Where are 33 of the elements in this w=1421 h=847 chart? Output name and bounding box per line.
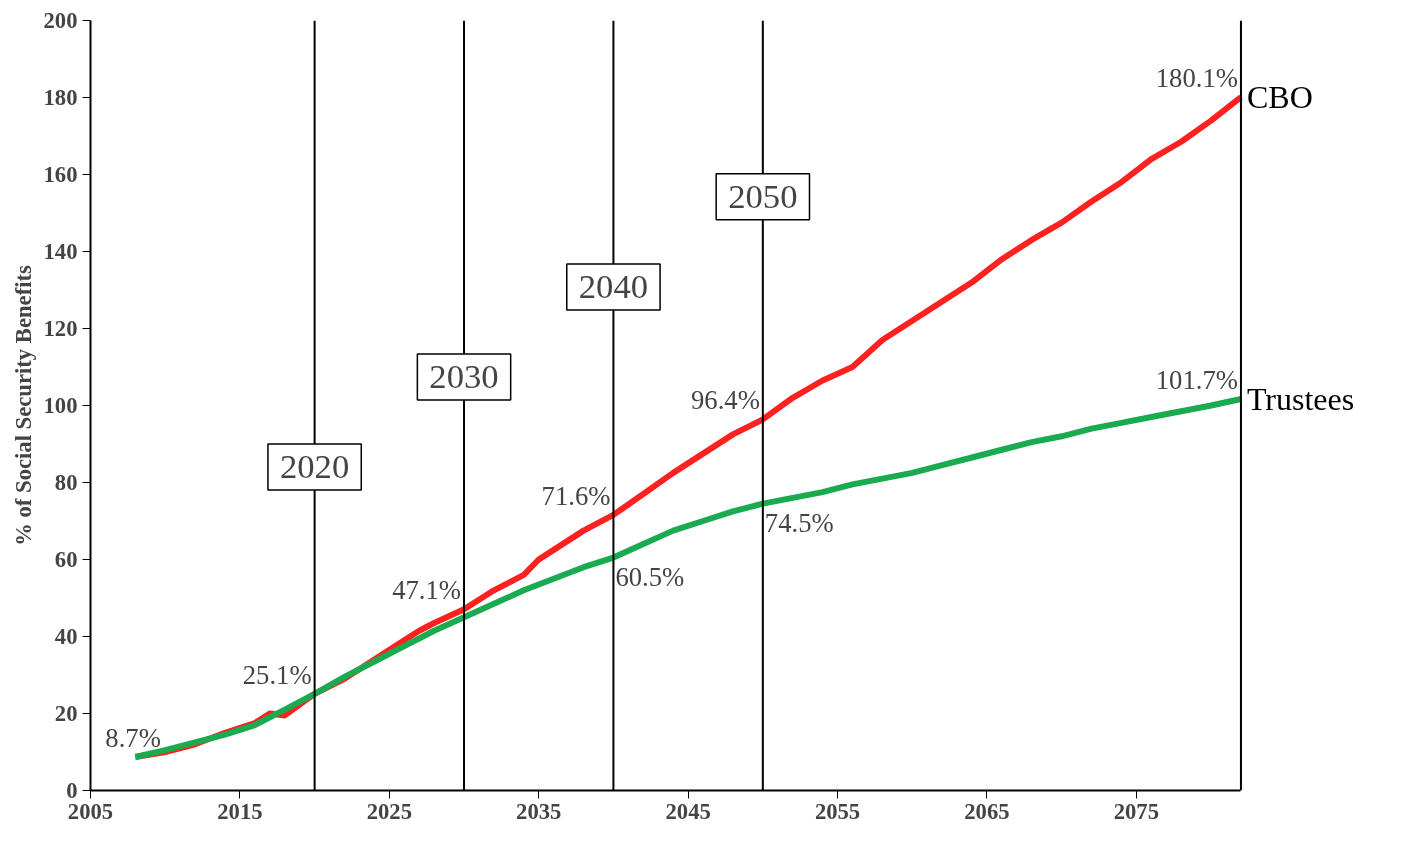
y-tick-label: 40 bbox=[54, 624, 78, 649]
y-tick-label: 140 bbox=[43, 239, 78, 264]
annotation: 96.4% bbox=[690, 385, 760, 416]
ref-line-label: 2040 bbox=[578, 266, 649, 305]
annotation: 8.7% bbox=[105, 723, 161, 754]
y-tick-label: 180 bbox=[43, 85, 78, 110]
annotation: 25.1% bbox=[242, 659, 312, 690]
y-tick-label: 20 bbox=[54, 701, 78, 726]
y-tick-label: 160 bbox=[43, 162, 78, 187]
annotation: 47.1% bbox=[392, 575, 462, 606]
x-tick-label: 2065 bbox=[964, 798, 1010, 824]
annotation: 180.1% bbox=[1155, 63, 1238, 94]
annotation: 101.7% bbox=[1155, 364, 1238, 395]
x-tick-label: 2035 bbox=[516, 798, 562, 824]
y-axis-title: % of Social Security Benefits bbox=[10, 264, 36, 546]
x-tick-label: 2045 bbox=[665, 798, 711, 824]
x-tick-label: 2015 bbox=[217, 798, 263, 824]
series-label: CBO bbox=[1246, 79, 1313, 116]
annotation: 71.6% bbox=[541, 480, 611, 511]
y-tick-label: 60 bbox=[54, 547, 78, 572]
ref-line-label: 2020 bbox=[279, 447, 350, 486]
x-tick-label: 2075 bbox=[1113, 798, 1160, 824]
series-label: Trustees bbox=[1246, 380, 1355, 417]
annotation: 74.5% bbox=[764, 507, 834, 538]
annotation: 60.5% bbox=[615, 561, 685, 592]
y-tick-label: 80 bbox=[54, 470, 78, 495]
ref-line-label: 2030 bbox=[429, 357, 499, 396]
y-tick-label: 200 bbox=[43, 8, 78, 33]
x-tick-label: 2025 bbox=[366, 798, 412, 824]
ref-line-label: 2050 bbox=[728, 176, 798, 215]
y-tick-label: 120 bbox=[43, 316, 78, 341]
y-tick-label: 100 bbox=[43, 393, 78, 418]
x-tick-label: 2055 bbox=[814, 798, 861, 824]
